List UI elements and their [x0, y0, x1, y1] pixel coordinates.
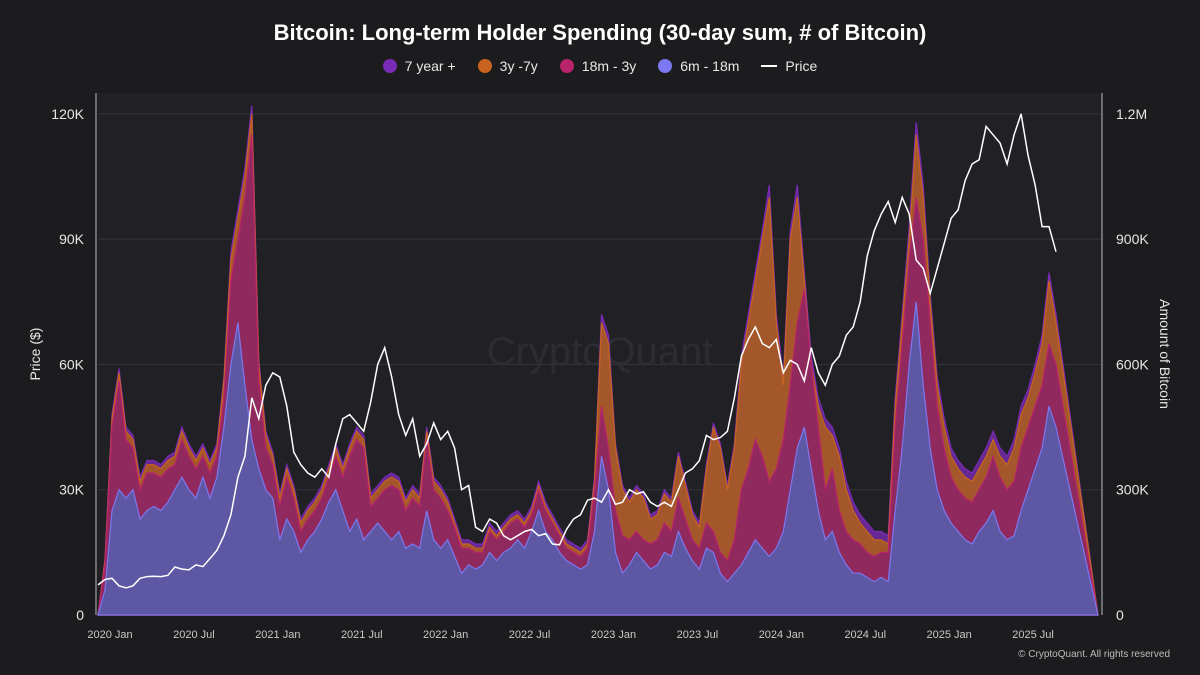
area-series: [97, 105, 1099, 616]
area-18m-3y: [97, 134, 1099, 616]
y-right-tick-label: 600K: [1116, 356, 1149, 372]
x-tick-label: 2020 Jul: [173, 629, 215, 641]
legend-item-price[interactable]: Price: [761, 58, 817, 74]
y-left-tick-label: 120K: [51, 106, 84, 122]
legend-item-3y-7y[interactable]: 3y -7y: [477, 58, 538, 74]
y-axis-left: 0 30K 60K 90K 120K: [51, 106, 84, 623]
x-tick-label: 2024 Jan: [759, 629, 804, 641]
x-tick-label: 2021 Jan: [255, 629, 300, 641]
x-tick-label: 2023 Jul: [677, 629, 719, 641]
chart-title: Bitcoin: Long-term Holder Spending (30-d…: [273, 20, 927, 45]
y-left-tick-label: 30K: [59, 482, 85, 498]
chart-legend: 7 year + 3y -7y 18m - 3y 6m - 18m Price: [0, 58, 1200, 74]
y-axis-left-label: Price ($): [27, 328, 43, 381]
area-6m-18m: [97, 301, 1099, 616]
legend-label: Price: [785, 58, 818, 74]
x-tick-label: 2024 Jul: [844, 629, 886, 641]
x-tick-label: 2025 Jan: [927, 629, 972, 641]
y-right-tick-label: 1.2M: [1116, 106, 1147, 122]
legend-line-icon: [761, 65, 778, 67]
legend-label: 18m - 3y: [581, 58, 637, 74]
legend-label: 3y -7y: [499, 58, 538, 74]
legend-label: 6m - 18m: [680, 58, 740, 74]
legend-dot-icon: [477, 59, 492, 73]
x-axis: 2020 Jan 2020 Jul 2021 Jan 2021 Jul 2022 Jan…: [87, 629, 1054, 641]
y-axis-right: 0 300K 600K 900K 1.2M: [1116, 106, 1149, 623]
y-right-tick-label: 300K: [1116, 482, 1149, 498]
y-left-tick-label: 90K: [59, 231, 85, 247]
legend-item-18m-3y[interactable]: 18m - 3y: [559, 58, 637, 74]
legend-dot-icon: [382, 59, 397, 73]
y-axis-right-label: Amount of Bitcoin: [1157, 299, 1173, 409]
legend-item-7-year-plus[interactable]: 7 year +: [382, 58, 456, 74]
x-tick-label: 2022 Jan: [423, 629, 468, 641]
copyright-text: © CryptoQuant. All rights reserved: [1018, 649, 1170, 660]
legend-item-6m-18m[interactable]: 6m - 18m: [658, 58, 739, 74]
legend-dot-icon: [559, 59, 574, 73]
legend-dot-icon: [658, 59, 673, 73]
y-left-tick-label: 60K: [59, 356, 85, 372]
x-tick-label: 2023 Jan: [591, 629, 636, 641]
x-tick-label: 2020 Jan: [87, 629, 132, 641]
legend-label: 7 year +: [404, 58, 456, 74]
y-right-tick-label: 0: [1116, 607, 1124, 623]
y-left-tick-label: 0: [76, 607, 84, 623]
price-line: [97, 113, 1057, 589]
x-tick-label: 2021 Jul: [341, 629, 383, 641]
x-tick-label: 2025 Jul: [1012, 629, 1054, 641]
y-right-tick-label: 900K: [1116, 231, 1149, 247]
price-line-series: [97, 113, 1057, 589]
x-tick-label: 2022 Jul: [509, 629, 551, 641]
